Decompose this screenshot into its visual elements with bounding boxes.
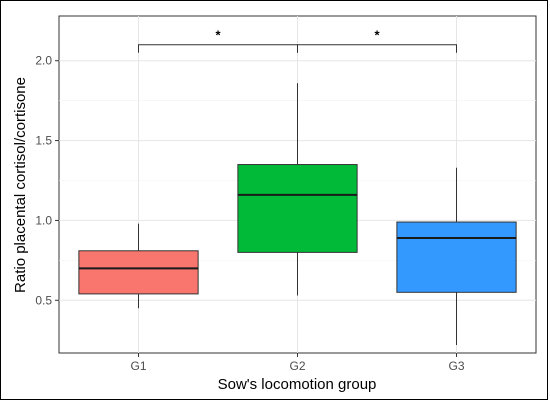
significance-layer: * * — [138, 28, 457, 53]
iqr-box — [396, 221, 517, 293]
box-g2 — [237, 83, 358, 296]
y-tick-label: 1.0 — [35, 213, 52, 227]
y-axis-title: Ratio placental cortisol/cortisone — [12, 77, 29, 293]
y-tick-label: 2.0 — [35, 54, 52, 68]
box-layer — [78, 83, 517, 346]
x-tick-label: G1 — [130, 359, 146, 373]
x-tick-label: G3 — [448, 359, 464, 373]
iqr-box — [78, 250, 199, 295]
box-g3 — [396, 167, 517, 346]
significance-label: * — [374, 28, 380, 43]
significance-label: * — [215, 28, 221, 43]
bracket-line — [297, 44, 457, 53]
iqr-box — [237, 164, 358, 253]
y-tick-label: 0.5 — [35, 293, 52, 307]
significance-bracket: * — [297, 28, 457, 53]
box-g1 — [78, 223, 199, 309]
y-tick-label: 1.5 — [35, 134, 52, 148]
axis-layer: 0.5 1.0 1.5 2.0 G1 G2 G3 — [35, 54, 465, 373]
x-axis-title: Sow's locomotion group — [218, 376, 377, 393]
x-tick-label: G2 — [289, 359, 305, 373]
